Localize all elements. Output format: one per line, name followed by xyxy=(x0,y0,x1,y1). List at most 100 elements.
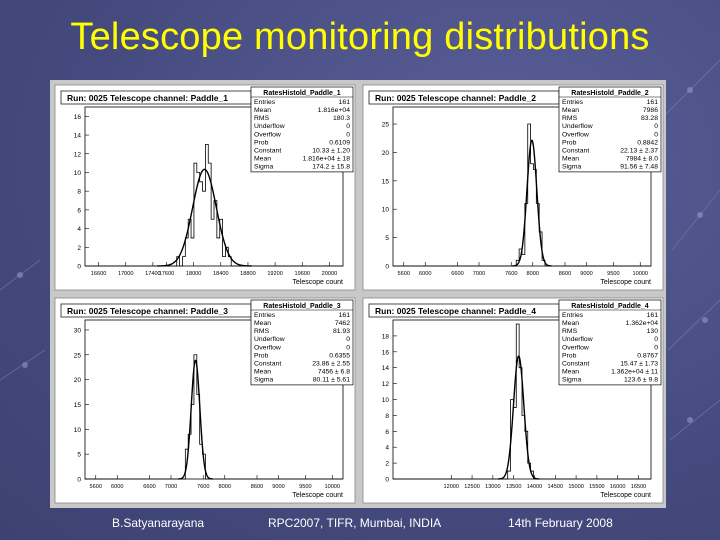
x-tick-label: 9500 xyxy=(299,484,311,490)
x-tick-label: 9000 xyxy=(580,271,592,277)
x-tick-label: 18800 xyxy=(240,271,256,277)
stats-key: Constant xyxy=(254,148,281,155)
stats-value: 0.8767 xyxy=(637,352,658,359)
slide-title: Telescope monitoring distributions xyxy=(70,16,650,58)
stats-value: 23.86 ± 2.55 xyxy=(312,361,350,368)
stats-value: 15.47 ± 1.73 xyxy=(620,361,658,368)
y-tick-label: 16 xyxy=(74,114,82,121)
stats-key: Prob xyxy=(562,352,577,359)
stats-key: RMS xyxy=(562,115,578,122)
x-tick-label: 6600 xyxy=(451,271,463,277)
x-axis-label: Telescope count xyxy=(600,279,651,286)
y-tick-label: 0 xyxy=(385,477,389,484)
histogram-title: Run: 0025 Telescope channel: Paddle_4 xyxy=(375,306,536,316)
y-tick-label: 0 xyxy=(77,264,81,271)
x-tick-label: 6600 xyxy=(143,484,155,490)
x-tick-label: 8600 xyxy=(251,484,263,490)
y-tick-label: 12 xyxy=(74,151,82,158)
x-tick-label: 20000 xyxy=(322,271,338,277)
stats-key: Underflow xyxy=(562,336,593,343)
y-tick-label: 10 xyxy=(74,427,82,434)
stats-value: 81.93 xyxy=(333,328,350,335)
stats-key: Underflow xyxy=(254,336,285,343)
stats-value: 0 xyxy=(654,336,658,343)
stats-value: 0 xyxy=(346,344,350,351)
y-tick-label: 10 xyxy=(382,207,390,214)
footer-author: B.Satyanarayana xyxy=(112,516,205,530)
stats-value: 91.56 ± 7.48 xyxy=(620,164,658,171)
y-tick-label: 25 xyxy=(382,122,390,129)
x-tick-label: 13000 xyxy=(485,484,501,490)
stats-key: Mean xyxy=(254,156,271,163)
y-tick-label: 2 xyxy=(385,461,389,468)
footer-event: RPC2007, TIFR, Mumbai, INDIA xyxy=(268,516,442,530)
y-tick-label: 4 xyxy=(385,445,389,452)
x-tick-label: 6000 xyxy=(111,484,123,490)
y-tick-label: 12 xyxy=(382,381,390,388)
stats-value: 0 xyxy=(346,131,350,138)
stats-key: Mean xyxy=(562,369,579,376)
y-tick-label: 0 xyxy=(77,477,81,484)
histogram-bars xyxy=(85,144,343,267)
y-tick-label: 5 xyxy=(77,452,81,459)
stats-box xyxy=(250,299,354,386)
gaussian-fit-curve xyxy=(498,355,540,480)
stats-value: 1.362e+04 xyxy=(626,320,659,327)
x-tick-label: 15500 xyxy=(589,484,605,490)
stats-value: 161 xyxy=(339,312,351,319)
histogram-panel-1: Run: 0025 Telescope channel: Paddle_1 0 2 4… xyxy=(54,84,356,291)
stats-key: Constant xyxy=(254,361,281,368)
stats-value: 0 xyxy=(346,336,350,343)
y-tick-label: 30 xyxy=(74,327,82,334)
x-axis-label: Telescope count xyxy=(292,279,343,286)
stats-value: 10.33 ± 1.20 xyxy=(312,148,350,155)
stats-box-name: RatesHistold_Paddle_1 xyxy=(263,90,341,97)
histogram-panel-3: Run: 0025 Telescope channel: Paddle_3 0 5 1… xyxy=(54,297,356,504)
x-tick-label: 12500 xyxy=(464,484,480,490)
histogram-panel-2: Run: 0025 Telescope channel: Paddle_2 0 5 1… xyxy=(362,84,664,291)
stats-key: Sigma xyxy=(562,377,581,384)
y-tick-label: 10 xyxy=(382,397,390,404)
stats-key: Overflow xyxy=(562,131,589,138)
stats-box-name: RatesHistold_Paddle_2 xyxy=(571,90,649,97)
x-tick-label: 15000 xyxy=(568,484,584,490)
stats-value: 80.11 ± 5.61 xyxy=(313,377,350,384)
y-tick-label: 10 xyxy=(74,170,82,177)
stats-box xyxy=(558,299,662,386)
footer-date: 14th February 2008 xyxy=(508,516,613,530)
y-tick-label: 4 xyxy=(77,226,81,233)
stats-value: 1.362e+04 ± 11 xyxy=(611,369,658,376)
stats-value: 1.816e+04 ± 18 xyxy=(303,156,351,163)
stats-value: 0 xyxy=(346,123,350,130)
stats-value: 22.13 ± 2.37 xyxy=(620,148,658,155)
stats-value: 180.3 xyxy=(333,115,350,122)
stats-key: RMS xyxy=(254,115,270,122)
x-tick-label: 16600 xyxy=(91,271,107,277)
stats-value: 0.6109 xyxy=(329,139,350,146)
stats-value: 123.6 ± 9.8 xyxy=(624,377,658,384)
stats-key: Underflow xyxy=(254,123,285,130)
stats-value: 7984 ± 8.0 xyxy=(626,156,658,163)
x-tick-label: 19200 xyxy=(267,271,283,277)
histogram-title: Run: 0025 Telescope channel: Paddle_2 xyxy=(375,93,536,103)
stats-key: Entries xyxy=(254,312,276,319)
y-tick-label: 8 xyxy=(77,189,81,196)
y-tick-label: 20 xyxy=(382,150,390,157)
x-tick-label: 16500 xyxy=(631,484,647,490)
x-tick-label: 12000 xyxy=(443,484,459,490)
x-tick-label: 14000 xyxy=(527,484,543,490)
x-tick-label: 16000 xyxy=(610,484,626,490)
x-tick-label: 14500 xyxy=(548,484,564,490)
stats-key: Prob xyxy=(254,352,269,359)
stats-value: 1.816e+04 xyxy=(318,107,351,114)
x-tick-label: 17400 xyxy=(145,271,161,277)
stats-box xyxy=(250,86,354,173)
x-tick-label: 6000 xyxy=(419,271,431,277)
stats-key: RMS xyxy=(562,328,578,335)
x-tick-label: 7000 xyxy=(165,484,177,490)
gaussian-fit-curve xyxy=(157,168,252,267)
histogram-title: Run: 0025 Telescope channel: Paddle_1 xyxy=(67,93,228,103)
y-tick-label: 25 xyxy=(74,352,82,359)
gaussian-fit-curve xyxy=(512,139,552,267)
stats-key: Constant xyxy=(562,148,589,155)
